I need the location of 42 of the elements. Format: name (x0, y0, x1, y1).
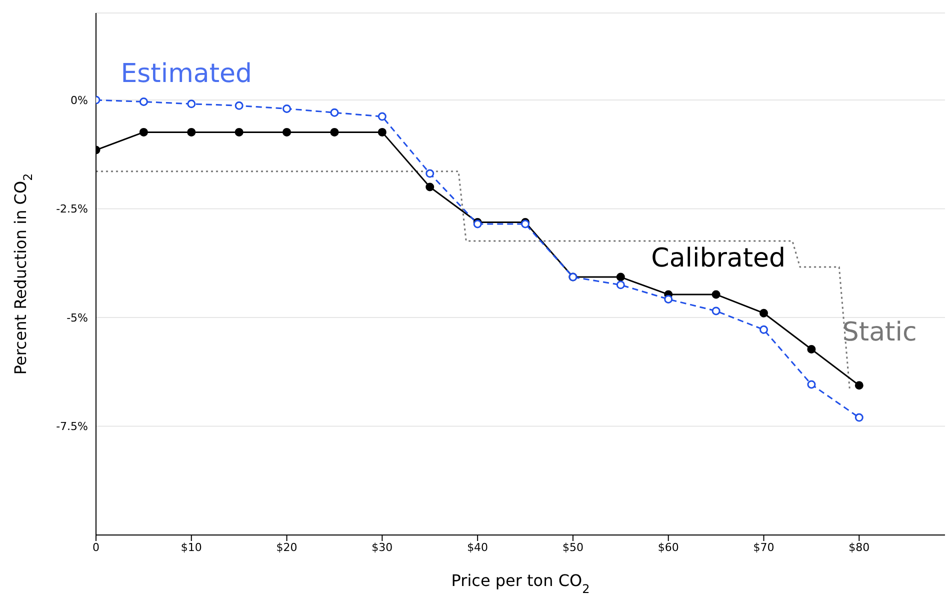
y-tick-label: -7.5% (56, 420, 88, 434)
point (139, 128, 148, 136)
point (282, 104, 292, 113)
point (426, 182, 434, 192)
x-tick-label: $80 (848, 540, 870, 554)
point (139, 97, 148, 106)
point (282, 128, 292, 136)
point (616, 272, 625, 282)
point (854, 413, 864, 422)
point (426, 169, 434, 178)
point (234, 128, 244, 136)
x-tick-label: $10 (180, 540, 202, 554)
point (616, 280, 625, 290)
series-label: Calibrated (651, 243, 786, 274)
y-tick-label: -5% (66, 311, 88, 324)
x-tick-label: $20 (276, 540, 298, 554)
x-tick-label: $50 (562, 540, 584, 554)
y-tick-label: 0% (70, 94, 88, 107)
point (378, 128, 386, 136)
x-tick-label: $60 (658, 540, 679, 554)
point (712, 306, 720, 316)
point (854, 381, 864, 390)
point (330, 128, 339, 136)
point (187, 100, 196, 108)
point (664, 294, 673, 304)
point (187, 128, 196, 136)
x-tick-label: $30 (372, 540, 393, 554)
x-tick-label: $70 (753, 540, 774, 554)
point (378, 112, 386, 121)
point (807, 345, 816, 354)
series-label: Estimated (120, 58, 252, 89)
point (330, 108, 339, 117)
point (712, 290, 720, 299)
x-tick-label: $40 (467, 540, 488, 554)
y-tick-label: -2.5% (56, 202, 88, 216)
point (234, 101, 244, 110)
x-tick-label: 0 (92, 540, 100, 554)
x-axis-title: Price per ton CO$_{2}$ (451, 571, 590, 596)
point (760, 308, 768, 318)
point (760, 325, 768, 334)
point (807, 380, 816, 389)
series-label: Static (842, 317, 917, 348)
